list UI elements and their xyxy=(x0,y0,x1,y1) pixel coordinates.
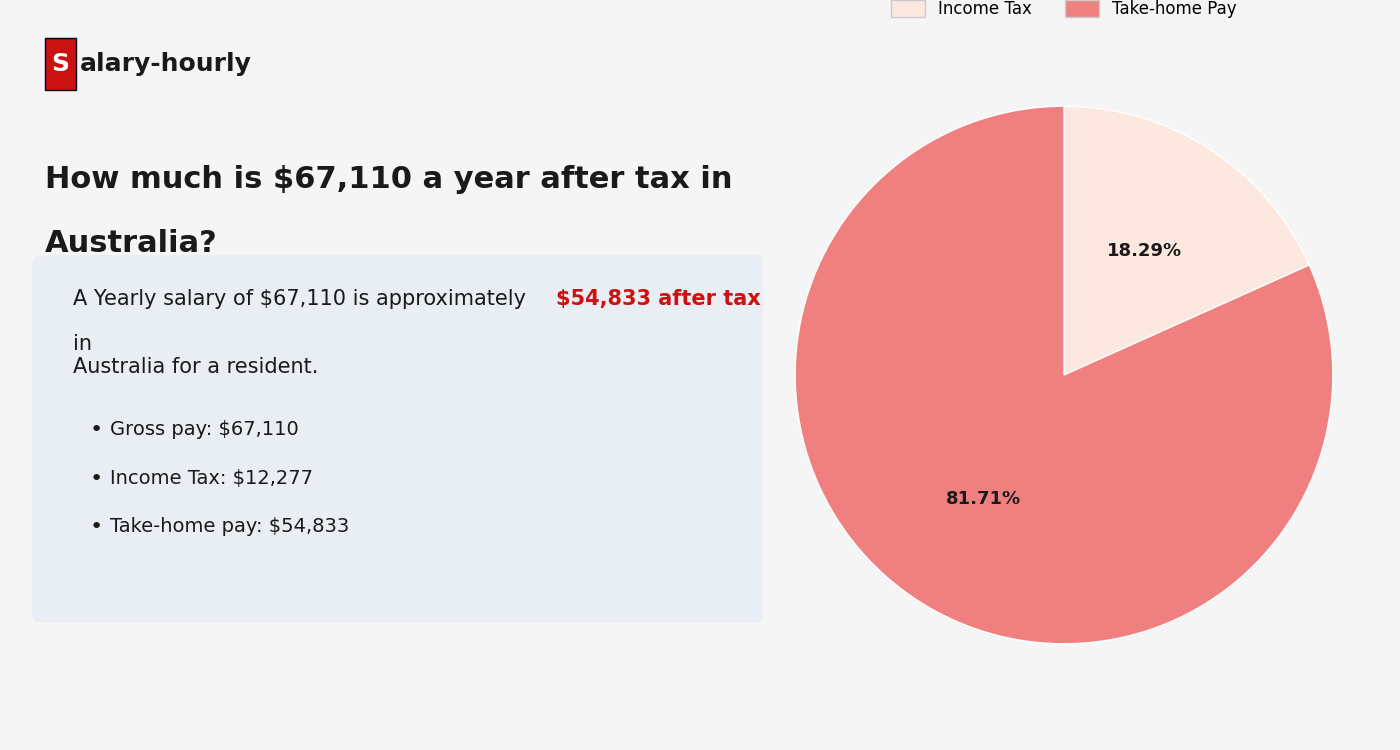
Text: A Yearly salary of $67,110 is approximately: A Yearly salary of $67,110 is approximat… xyxy=(73,289,533,309)
Text: $54,833 after tax: $54,833 after tax xyxy=(556,289,762,309)
Text: Income Tax: $12,277: Income Tax: $12,277 xyxy=(109,469,312,488)
Text: S: S xyxy=(50,52,69,76)
Text: •: • xyxy=(90,518,102,538)
FancyBboxPatch shape xyxy=(32,255,763,622)
Text: alary-hourly: alary-hourly xyxy=(80,52,252,76)
Text: •: • xyxy=(90,420,102,440)
Text: 81.71%: 81.71% xyxy=(946,490,1021,508)
FancyBboxPatch shape xyxy=(45,38,76,90)
Text: •: • xyxy=(90,469,102,489)
Text: 18.29%: 18.29% xyxy=(1107,242,1182,260)
Wedge shape xyxy=(1064,106,1309,375)
Text: How much is $67,110 a year after tax in: How much is $67,110 a year after tax in xyxy=(45,165,732,194)
Legend: Income Tax, Take-home Pay: Income Tax, Take-home Pay xyxy=(885,0,1243,25)
Text: in
Australia for a resident.: in Australia for a resident. xyxy=(73,334,318,377)
Text: Gross pay: $67,110: Gross pay: $67,110 xyxy=(109,420,298,439)
Text: Australia?: Australia? xyxy=(45,229,217,258)
Wedge shape xyxy=(795,106,1333,644)
Text: Take-home pay: $54,833: Take-home pay: $54,833 xyxy=(109,518,349,536)
